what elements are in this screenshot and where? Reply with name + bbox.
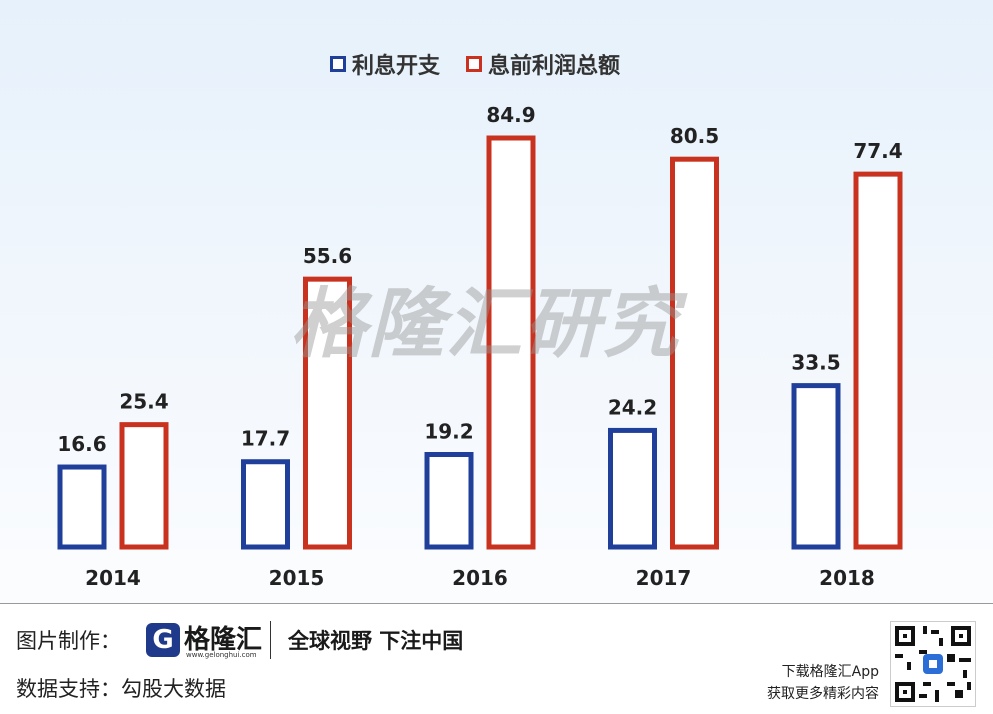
credit-label: 图片制作： (16, 629, 121, 653)
data-label-interest-2014: 16.6 (57, 432, 106, 456)
app-download-line1: 下载格隆汇App (781, 664, 879, 680)
x-tick-label-2017: 2017 (636, 566, 692, 590)
bar-ebit-2014 (119, 422, 169, 550)
legend-item-ebit: 息前利润总额 (466, 48, 620, 80)
slogan: 全球视野 下注中国 (288, 629, 464, 653)
logo-separator (270, 621, 271, 659)
legend-label-interest: 利息开支 (352, 54, 441, 79)
logo-name: 格隆汇 (184, 625, 263, 655)
bar-ebit-2018 (853, 171, 903, 550)
legend-label-ebit: 息前利润总额 (488, 54, 621, 79)
bar-ebit-2015 (303, 276, 352, 550)
data-label-ebit-2018: 77.4 (853, 139, 902, 163)
x-tick-label-2016: 2016 (452, 566, 508, 590)
watermark-text: 格隆汇研究 (290, 279, 680, 368)
legend-swatch-ebit (466, 56, 483, 72)
bar-interest-2015 (241, 459, 290, 550)
source-name: 勾股大数据 (121, 677, 226, 701)
data-label-interest-2016: 19.2 (424, 420, 473, 444)
data-label-ebit-2015: 55.6 (303, 244, 352, 268)
bar-ebit-2017 (670, 156, 719, 550)
footer-divider (0, 603, 993, 604)
data-label-interest-2017: 24.2 (608, 395, 657, 419)
x-tick-label-2018: 2018 (819, 566, 875, 590)
qr-code-icon[interactable] (890, 621, 976, 707)
bar-interest-2018 (791, 383, 841, 550)
data-label-ebit-2014: 25.4 (119, 390, 168, 414)
source-label: 数据支持： (16, 677, 121, 701)
data-label-ebit-2017: 80.5 (670, 124, 719, 148)
x-tick-label-2015: 2015 (269, 566, 325, 590)
bar-interest-2014 (57, 464, 107, 550)
bar-interest-2017 (608, 427, 657, 550)
logo-url: www.gelonghui.com (186, 651, 257, 659)
data-label-interest-2018: 33.5 (791, 351, 840, 375)
footer: 图片制作： G 格隆汇 www.gelonghui.com 全球视野 下注中国 … (0, 603, 993, 714)
data-source: 数据支持：勾股大数据 (16, 673, 226, 703)
legend-item-interest: 利息开支 (330, 48, 440, 80)
app-download-line2: 获取更多精彩内容 (767, 686, 879, 702)
data-label-interest-2015: 17.7 (241, 427, 290, 451)
bar-interest-2016 (424, 452, 474, 550)
x-tick-label-2014: 2014 (85, 566, 141, 590)
bar-ebit-2016 (486, 135, 536, 550)
legend-swatch-interest (330, 56, 346, 72)
chart-legend: 利息开支 息前利润总额 (330, 48, 620, 80)
gelonghui-logo-icon: G (146, 623, 180, 657)
data-label-ebit-2016: 84.9 (486, 103, 535, 127)
chart-plot: 16.6 25.4 2014 17.7 55.6 2015 19.2 84.9 2016 24.2… (57, 103, 903, 590)
